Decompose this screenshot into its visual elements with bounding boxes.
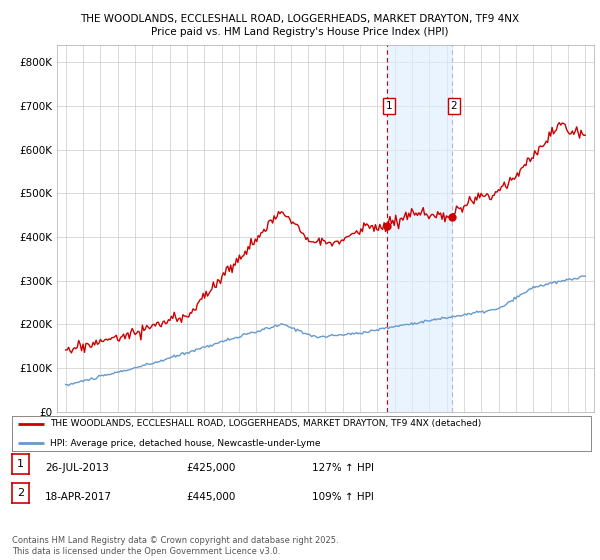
Text: 18-APR-2017: 18-APR-2017 — [45, 492, 112, 502]
Text: £445,000: £445,000 — [186, 492, 235, 502]
Text: HPI: Average price, detached house, Newcastle-under-Lyme: HPI: Average price, detached house, Newc… — [50, 438, 320, 447]
Text: 26-JUL-2013: 26-JUL-2013 — [45, 463, 109, 473]
Text: 109% ↑ HPI: 109% ↑ HPI — [312, 492, 374, 502]
Text: Price paid vs. HM Land Registry's House Price Index (HPI): Price paid vs. HM Land Registry's House … — [151, 27, 449, 37]
Text: THE WOODLANDS, ECCLESHALL ROAD, LOGGERHEADS, MARKET DRAYTON, TF9 4NX: THE WOODLANDS, ECCLESHALL ROAD, LOGGERHE… — [80, 14, 520, 24]
Text: 127% ↑ HPI: 127% ↑ HPI — [312, 463, 374, 473]
Text: 2: 2 — [451, 101, 457, 111]
Bar — [388, 45, 452, 412]
Text: Contains HM Land Registry data © Crown copyright and database right 2025.
This d: Contains HM Land Registry data © Crown c… — [12, 536, 338, 556]
Text: 1: 1 — [386, 101, 392, 111]
Text: £425,000: £425,000 — [186, 463, 235, 473]
Text: 1: 1 — [17, 459, 24, 469]
Text: 2: 2 — [17, 488, 24, 498]
Text: THE WOODLANDS, ECCLESHALL ROAD, LOGGERHEADS, MARKET DRAYTON, TF9 4NX (detached): THE WOODLANDS, ECCLESHALL ROAD, LOGGERHE… — [50, 419, 481, 428]
